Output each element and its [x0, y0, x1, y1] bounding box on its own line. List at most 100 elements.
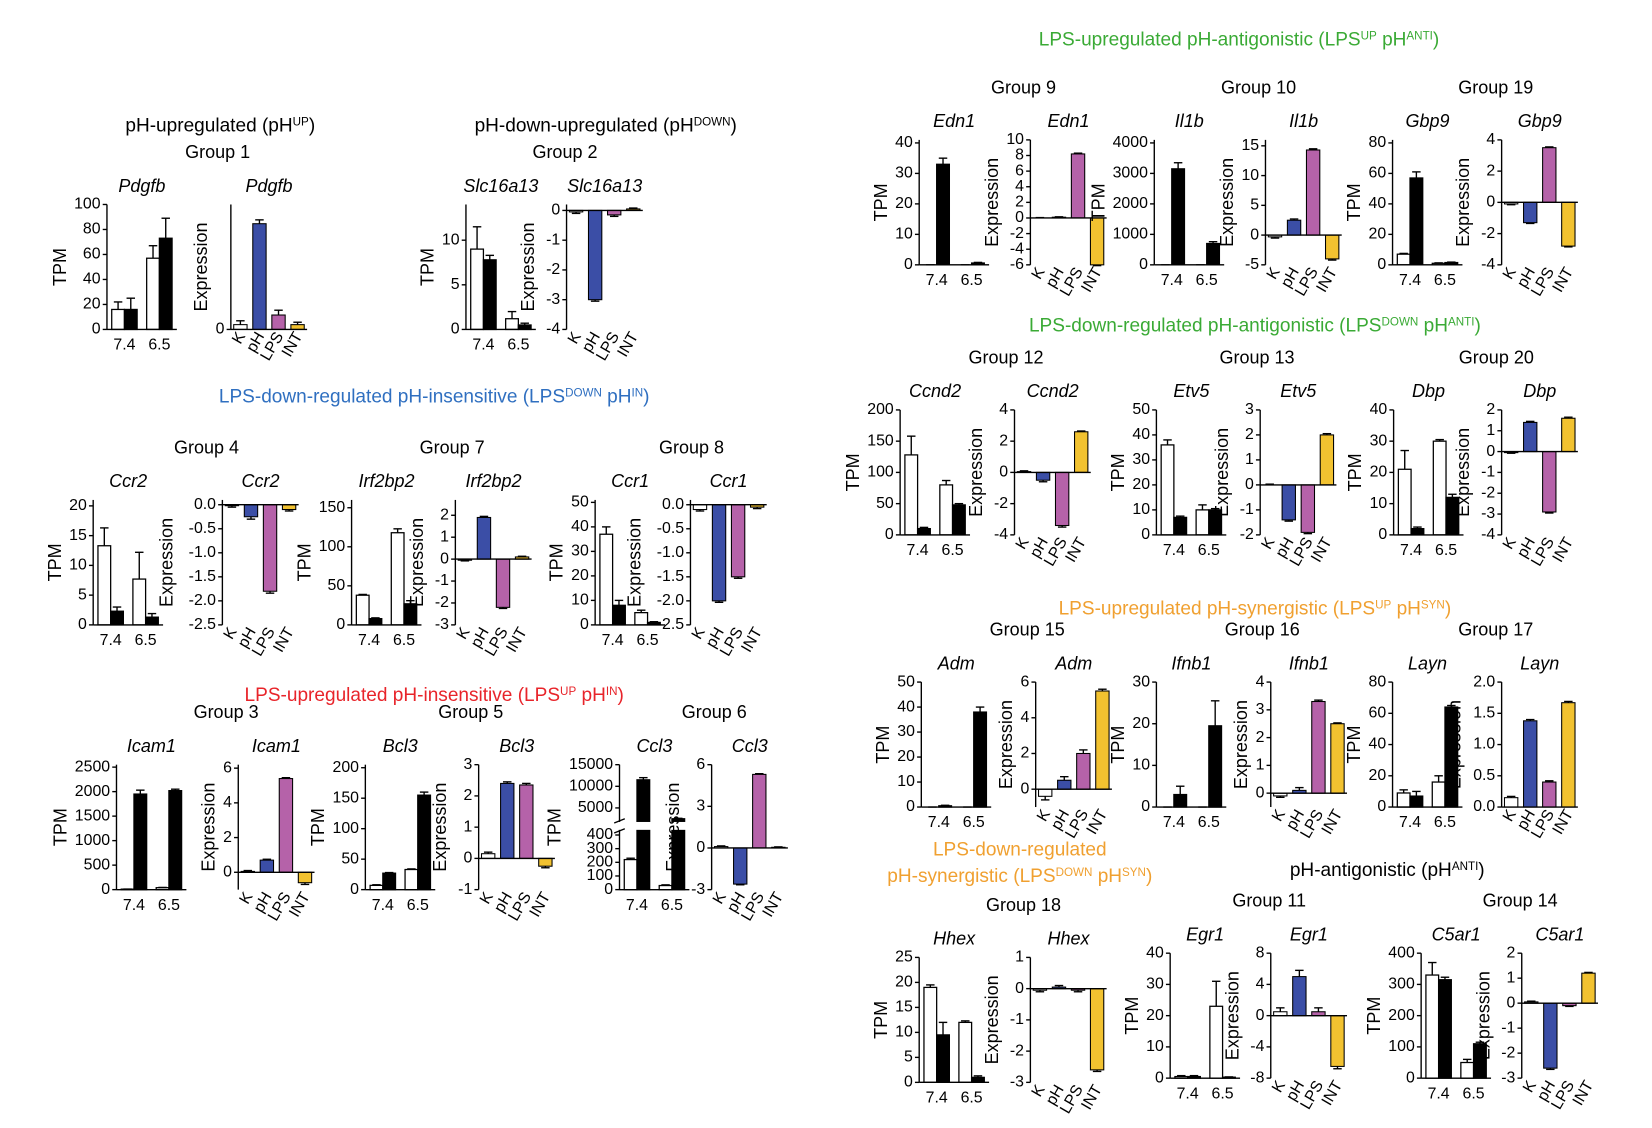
chart-title: Layn	[1408, 653, 1447, 673]
y-tick-label: 0	[1250, 226, 1259, 243]
y-tick-label: 20	[1132, 715, 1150, 732]
y-tick-label: 50	[876, 495, 894, 512]
section-title: LPS-upregulated pH-antigonistic (LPSUP p…	[1039, 29, 1440, 51]
x-tick-label: 6.5	[1434, 272, 1456, 289]
y-tick-label: -4	[1481, 526, 1495, 543]
x-tick-label: 6.5	[1434, 814, 1456, 831]
y-axis-title: Expression	[982, 158, 1002, 247]
y-tick-label: 0	[1507, 994, 1516, 1011]
bar	[1286, 219, 1302, 236]
bar	[382, 872, 397, 891]
y-tick-label: 3	[696, 798, 705, 815]
bar	[634, 612, 649, 626]
bar	[752, 773, 767, 849]
chart-title: Ccnd2	[909, 381, 961, 401]
chart-title: Ccl3	[732, 736, 768, 756]
y-tick-label: 2	[1486, 162, 1495, 179]
y-tick-label: 0	[440, 550, 449, 567]
bar	[1396, 792, 1411, 808]
bar	[1561, 417, 1576, 453]
section-title-text: )	[1474, 316, 1480, 337]
bar	[1561, 201, 1576, 247]
section-title-text: pH-down-upregulated (pH	[475, 115, 694, 136]
error-bar	[460, 560, 470, 562]
bar	[1057, 779, 1072, 790]
y-axis-title: TPM	[871, 183, 891, 221]
y-tick-label: 4	[223, 794, 232, 811]
error-bar	[1333, 1066, 1342, 1070]
bar	[1425, 974, 1440, 1079]
bar	[132, 578, 147, 626]
y-tick-label: 0	[1141, 526, 1150, 543]
y-tick-label: 40	[895, 134, 913, 151]
y-tick-label: 300	[1388, 976, 1415, 993]
error-bar	[112, 606, 122, 612]
y-tick-label: 8	[1256, 944, 1265, 961]
chart-title: Dbp	[1523, 381, 1556, 401]
section-title-text: pH-antigonistic (pH	[1290, 860, 1452, 881]
y-tick-label: 0	[1256, 784, 1265, 801]
section-title-sup: DOWN	[565, 386, 602, 399]
error-bar	[1092, 1069, 1102, 1073]
group-label: Group 4	[174, 437, 239, 457]
bar	[123, 308, 138, 331]
y-tick-label: 40	[571, 518, 589, 535]
error-bar	[1564, 246, 1573, 248]
group-label: Group 2	[532, 142, 597, 162]
error-bar	[1506, 452, 1516, 454]
y-tick-label: 100	[332, 820, 359, 837]
y-tick-label: 100	[587, 867, 614, 884]
y-tick-label: 0	[1486, 443, 1495, 460]
y-tick-label: -1	[1501, 1019, 1515, 1036]
error-bar	[1545, 146, 1554, 148]
y-tick-label: 60	[1369, 705, 1387, 722]
y-tick-label: 0	[604, 881, 613, 898]
bar	[1409, 177, 1424, 266]
x-tick-label: 6.5	[1198, 814, 1220, 831]
y-tick-label: 2	[1486, 401, 1495, 418]
bar	[1561, 702, 1576, 808]
y-tick-label: -1	[1010, 1011, 1024, 1028]
x-tick-label: INT	[1550, 807, 1578, 838]
error-bar	[406, 599, 415, 604]
y-axis-title: Expression	[966, 428, 986, 517]
y-axis-title: TPM	[308, 808, 328, 846]
y-tick-label: -1.5	[657, 568, 685, 585]
error-bar	[1506, 795, 1516, 798]
y-axis-title: Expression	[1212, 428, 1232, 517]
y-tick-label: 40	[897, 698, 915, 715]
section-title-text: LPS-upregulated pH-antigonistic (LPS	[1039, 30, 1361, 51]
error-bar	[1428, 961, 1437, 976]
error-bar	[1035, 990, 1045, 993]
y-tick-label: 20	[897, 748, 915, 765]
error-bar	[479, 515, 489, 518]
y-tick-label: -2.0	[189, 592, 217, 609]
error-bar	[171, 788, 180, 791]
error-bar	[358, 593, 367, 596]
y-tick-label: 2000	[75, 783, 110, 800]
y-tick-label: -2	[1240, 526, 1254, 543]
error-bar	[407, 868, 416, 870]
group-label: Group 5	[438, 702, 503, 722]
section-title: pH-upregulated (pHUP)	[125, 115, 315, 136]
section-title: LPS-upregulated pH-synergistic (LPSUP pH…	[1059, 598, 1452, 620]
x-tick-label: 7.4	[100, 632, 122, 649]
bar	[1330, 1015, 1345, 1067]
y-tick-label: 0.5	[1473, 767, 1495, 784]
bar	[133, 793, 148, 891]
error-bar	[393, 528, 402, 533]
y-tick-label: 0	[1020, 780, 1029, 797]
y-tick-label: 10	[897, 773, 915, 790]
section-title-text: pH	[602, 387, 632, 408]
error-bar	[1564, 700, 1573, 703]
group-label: Group 3	[194, 702, 259, 722]
y-tick-label: -2.5	[189, 616, 217, 633]
x-tick-label: 6.5	[661, 897, 683, 914]
y-tick-label: 30	[1132, 673, 1150, 690]
error-bar	[1327, 258, 1337, 261]
group-label: Group 14	[1483, 891, 1558, 911]
section-title-text: )	[617, 685, 623, 706]
section-title: LPS-down-regulated pH-antigonistic (LPSD…	[1029, 315, 1481, 337]
y-tick-label: -1	[1481, 464, 1495, 481]
y-axis-title: Expression	[996, 700, 1016, 789]
